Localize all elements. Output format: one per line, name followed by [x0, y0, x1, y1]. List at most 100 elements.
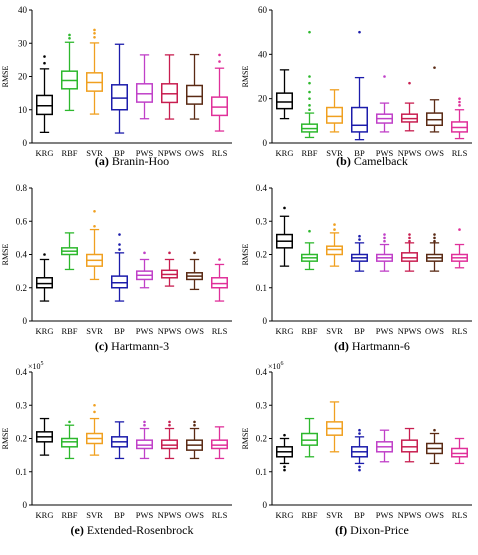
x-tick-label: NPWS	[398, 510, 422, 520]
x-tick-label: RBF	[61, 326, 77, 336]
iqr-box	[211, 439, 228, 450]
x-tick-label: KRG	[276, 510, 294, 520]
box-bp	[351, 234, 368, 272]
outlier-point	[218, 53, 221, 57]
outlier-point	[333, 228, 336, 231]
box-krg	[36, 417, 53, 456]
box-bp	[351, 428, 368, 472]
outlier-point	[308, 75, 311, 78]
x-tick-label: RBF	[301, 148, 317, 158]
iqr-box	[136, 83, 153, 103]
box-rls	[211, 258, 228, 302]
box-bp	[351, 30, 368, 141]
x-tick-label: KRG	[36, 326, 54, 336]
outlier-point	[383, 75, 386, 78]
outlier-point	[458, 100, 461, 104]
box-krg	[36, 253, 53, 302]
chart-panel-dixon-price: 0 0.1 0.2 0.3 0.4×106 RMSE KRG RBF SVR BP PWS NPWS O…	[241, 361, 472, 537]
x-tick-label: OWS	[185, 326, 204, 336]
outlier-point	[383, 236, 386, 240]
x-tick-label: RLS	[212, 510, 228, 520]
outlier-point	[358, 30, 361, 34]
outlier-point	[308, 81, 311, 85]
box-rls	[211, 53, 228, 132]
x-tick-label: PWS	[376, 148, 394, 158]
box-krg	[276, 69, 293, 120]
box-rbf	[61, 420, 78, 460]
outlier-point	[43, 253, 46, 256]
outlier-point	[93, 31, 96, 35]
outlier-point	[308, 30, 311, 34]
outlier-point	[68, 36, 71, 40]
y-axis-title: RMSE	[1, 244, 10, 266]
x-tick-label: BP	[114, 510, 125, 520]
iqr-box	[451, 447, 468, 458]
box-npws	[401, 427, 418, 463]
outlier-point	[358, 238, 361, 241]
iqr-box	[276, 92, 293, 110]
x-tick-label: PWS	[136, 510, 154, 520]
y-tick-label: 0.2	[16, 434, 27, 444]
box-pws	[136, 251, 153, 289]
x-tick-label: KRG	[36, 510, 54, 520]
outlier-point	[458, 104, 461, 107]
box-ows	[426, 66, 443, 133]
panel-caption: (b) Camelback	[336, 154, 408, 168]
iqr-box	[36, 94, 53, 116]
x-tick-label: NPWS	[158, 510, 182, 520]
outlier-point	[218, 60, 221, 63]
y-tick-label: 0.2	[16, 283, 27, 293]
box-rls	[451, 437, 468, 465]
box-ows	[186, 420, 203, 460]
outlier-point	[358, 234, 361, 238]
y-tick-label: 40	[258, 49, 268, 59]
y-tick-label: 0	[263, 500, 268, 510]
box-ows	[426, 428, 443, 465]
outlier-point	[308, 104, 311, 107]
outlier-point	[168, 251, 171, 255]
x-tick-label: SVR	[326, 326, 343, 336]
x-tick-label: KRG	[36, 148, 54, 158]
outlier-point	[168, 423, 171, 427]
iqr-box	[401, 439, 418, 453]
y-tick-label: 40	[18, 5, 28, 15]
box-rbf	[301, 417, 318, 458]
y-tick-label: 60	[258, 5, 268, 15]
chart-panel-hartmann-3: 0 0.2 0.4 0.6 0.8 RMSE KRG RBF SVR BP PWS NPWS OWS RL…	[1, 183, 232, 353]
outlier-point	[118, 243, 121, 246]
y-tick-label: 20	[18, 72, 28, 82]
iqr-box	[111, 84, 128, 111]
outlier-point	[358, 432, 361, 435]
outlier-point	[308, 108, 311, 112]
y-axis-title: RMSE	[1, 66, 10, 88]
y-tick-label: 0.8	[16, 183, 28, 193]
outlier-point	[358, 465, 361, 469]
outlier-point	[283, 465, 286, 469]
box-rbf	[61, 232, 78, 271]
y-tick-label: 0.3	[16, 400, 28, 410]
iqr-box	[161, 439, 178, 450]
outlier-point	[193, 251, 196, 255]
x-tick-label: RLS	[452, 326, 468, 336]
iqr-box	[36, 277, 53, 289]
panel-caption: (e) Extended-Rosenbrock	[71, 523, 194, 537]
iqr-box	[326, 245, 343, 256]
x-tick-label: SVR	[86, 326, 103, 336]
x-tick-label: SVR	[86, 510, 103, 520]
iqr-box	[61, 437, 78, 448]
iqr-box	[326, 106, 343, 124]
outlier-point	[93, 403, 96, 407]
y-axis-title: RMSE	[241, 428, 250, 450]
outlier-point	[218, 258, 221, 261]
outlier-point	[93, 35, 96, 39]
box-npws	[161, 420, 178, 460]
x-tick-label: KRG	[276, 148, 294, 158]
y-tick-label: 0	[263, 138, 268, 148]
outlier-point	[43, 61, 46, 65]
y-tick-label: 0.1	[256, 283, 267, 293]
outlier-point	[168, 420, 171, 424]
box-svr	[86, 28, 103, 115]
y-tick-label: 0	[23, 138, 28, 148]
outlier-point	[408, 233, 411, 236]
x-tick-label: OWS	[425, 326, 444, 336]
